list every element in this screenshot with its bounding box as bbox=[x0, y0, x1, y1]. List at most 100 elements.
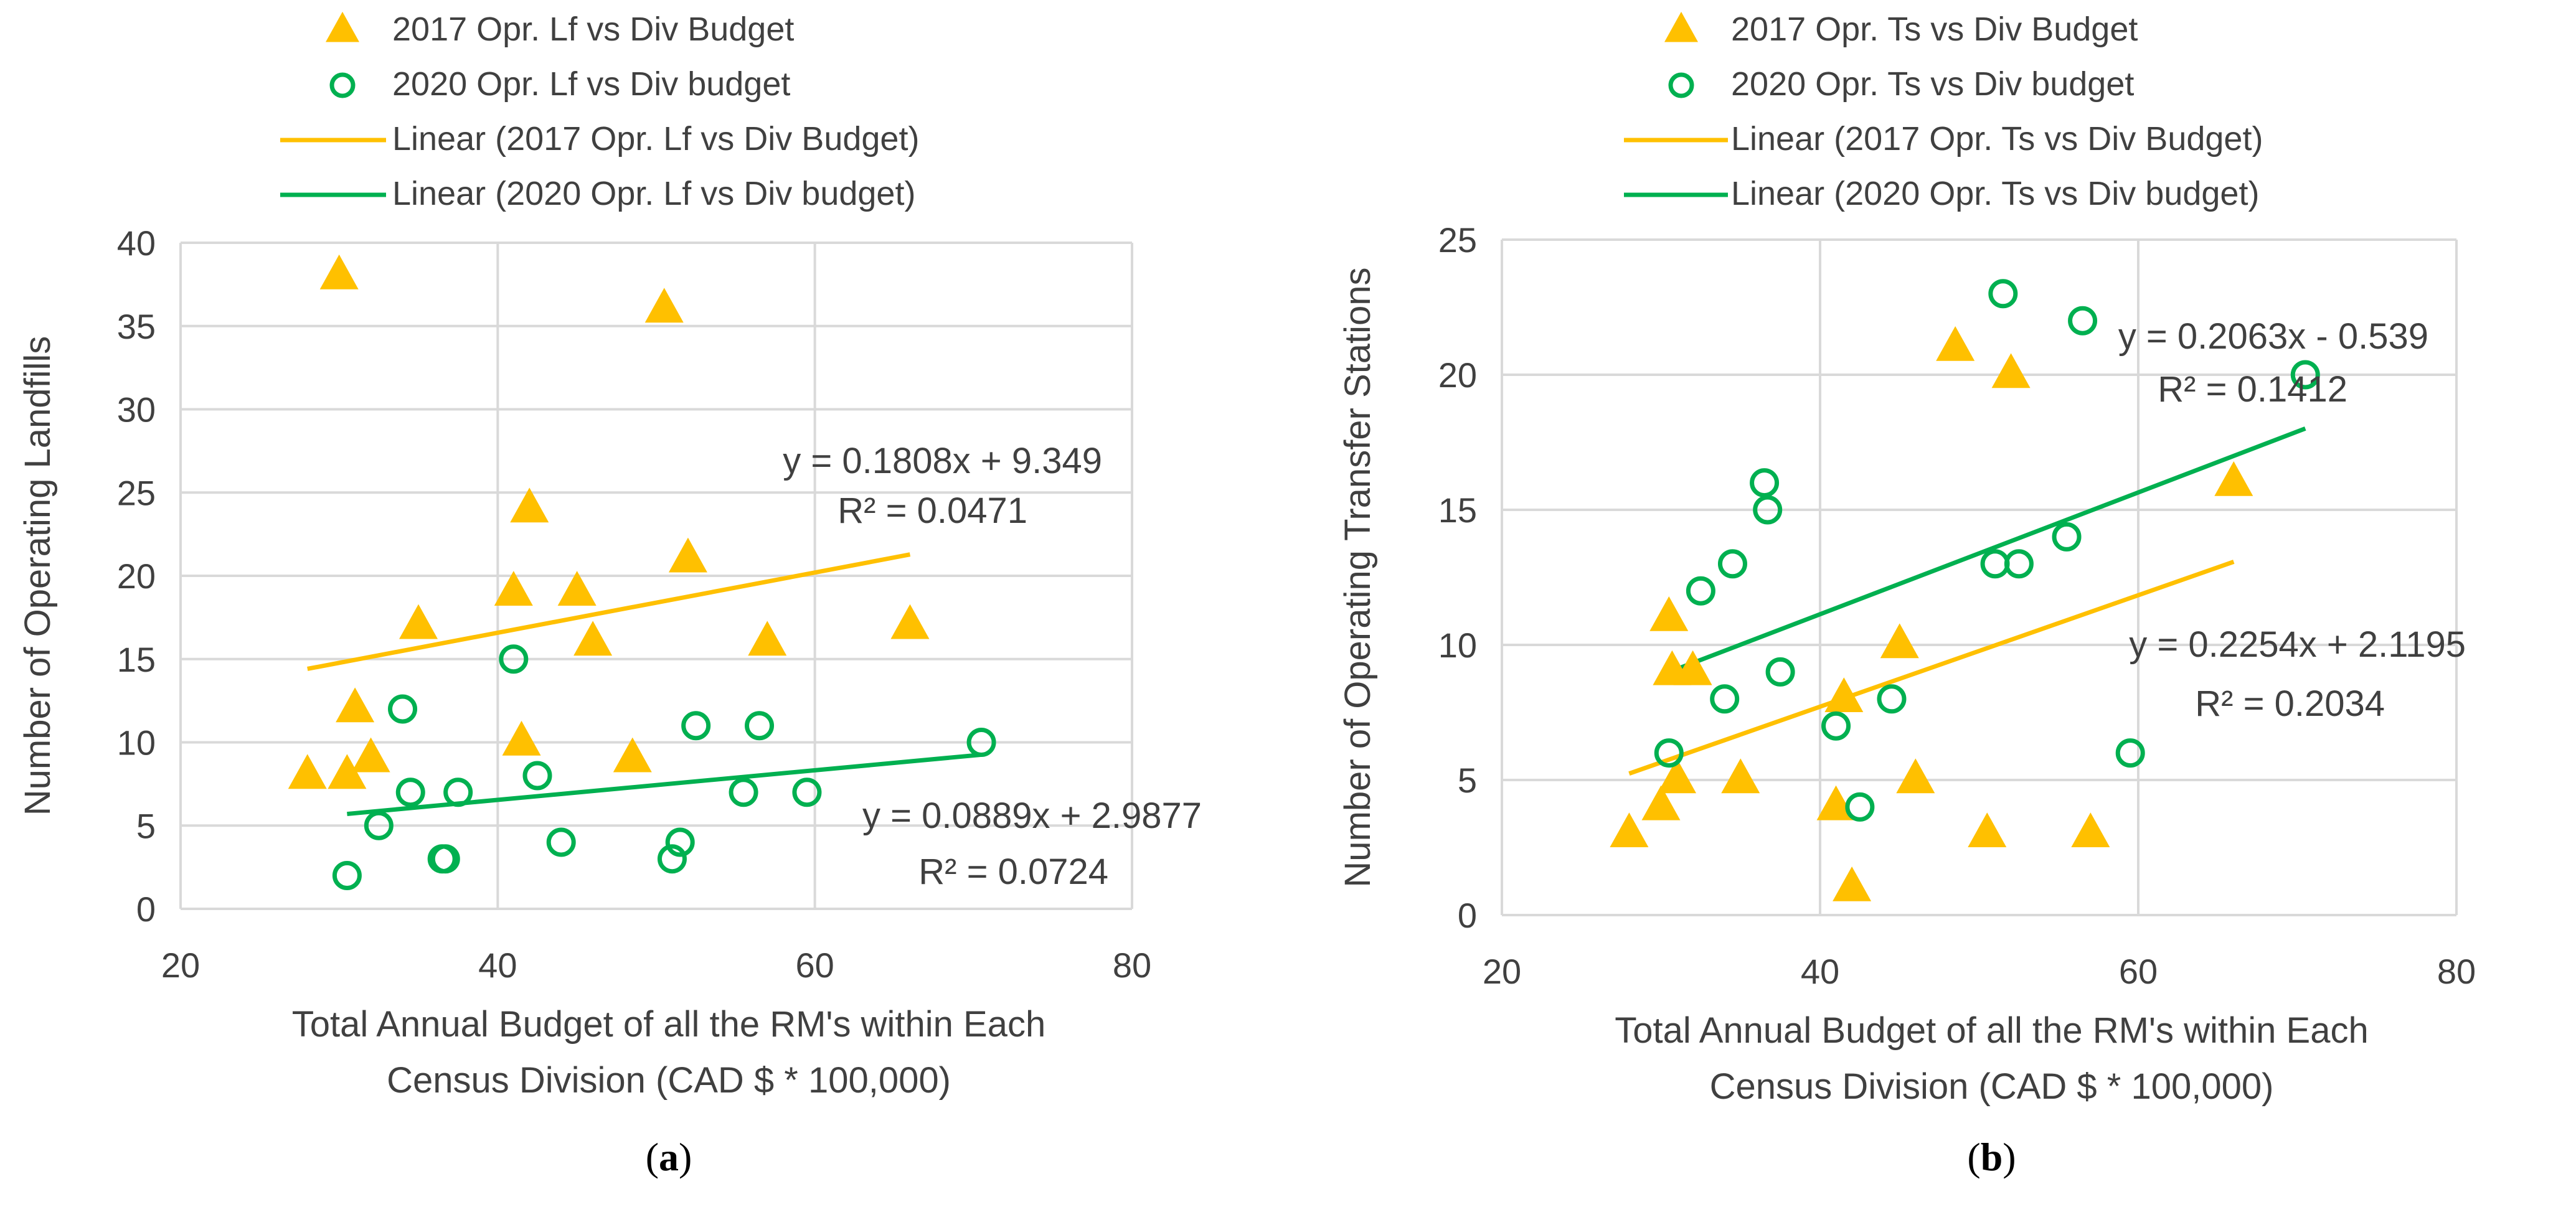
legend-marker-circle bbox=[1668, 72, 1694, 98]
x-tick-label: 20 bbox=[1483, 952, 1521, 991]
legend-label: 2017 Opr. Lf vs Div Budget bbox=[392, 11, 794, 48]
data-point-triangle bbox=[2214, 461, 2253, 496]
data-point-circle bbox=[1710, 684, 1740, 714]
data-point-circle bbox=[745, 711, 775, 741]
x-axis-title-line: Total Annual Budget of all the RM's with… bbox=[292, 1004, 1045, 1045]
y-axis-title: Number of Operating Transfer Stations bbox=[1338, 267, 1378, 887]
data-point-circle bbox=[2052, 522, 2082, 552]
y-tick-label: 25 bbox=[117, 473, 156, 512]
x-axis-title-line: Census Division (CAD $ * 100,000) bbox=[1710, 1066, 2274, 1107]
panel-label: (a) bbox=[646, 1135, 692, 1179]
data-point-triangle bbox=[890, 604, 930, 639]
data-point-circle bbox=[665, 827, 695, 857]
panel-b-chart: 0 5 10 15 20 25 20 40 60 80 Number of Operating Tr… bbox=[1338, 11, 2476, 1179]
data-point-circle bbox=[1765, 657, 1795, 687]
data-point-circle bbox=[657, 844, 687, 874]
data-point-triangle bbox=[328, 754, 367, 789]
data-point-circle bbox=[1654, 738, 1684, 768]
trendline-equation: y = 0.2063x - 0.539 bbox=[2118, 316, 2428, 357]
data-point-triangle bbox=[288, 754, 327, 789]
trendline bbox=[307, 552, 911, 671]
x-axis-title-line: Total Annual Budget of all the RM's with… bbox=[1615, 1010, 2368, 1051]
data-point-circle bbox=[1750, 468, 1780, 498]
data-point-triangle bbox=[1880, 623, 1919, 659]
data-point-triangle bbox=[399, 604, 438, 639]
legend-marker-triangle bbox=[1664, 11, 1698, 42]
data-point-triangle bbox=[351, 737, 390, 773]
y-tick-label: 25 bbox=[1438, 220, 1477, 260]
data-point-circle bbox=[388, 694, 418, 724]
legend-label: 2017 Opr. Ts vs Div Budget bbox=[1731, 11, 2138, 48]
y-tick-label: 5 bbox=[1458, 761, 1477, 800]
y-tick-label: 0 bbox=[136, 890, 156, 929]
data-point-triangle bbox=[1673, 650, 1712, 685]
legend-label: Linear (2020 Opr. Ts vs Div budget) bbox=[1731, 175, 2259, 212]
data-point-circle bbox=[2290, 360, 2320, 390]
data-point-circle bbox=[332, 861, 362, 890]
data-point-triangle bbox=[668, 537, 707, 573]
data-point-circle bbox=[1988, 279, 2018, 309]
data-point-triangle bbox=[573, 621, 613, 656]
x-tick-label: 80 bbox=[2437, 952, 2476, 991]
y-axis-title: Number of Operating Landfills bbox=[17, 336, 58, 816]
data-point-triangle bbox=[1936, 326, 1975, 361]
data-point-circle bbox=[499, 644, 529, 674]
legend-marker-circle bbox=[329, 72, 356, 98]
panel-a-chart: 0 5 10 15 20 25 30 35 40 20 40 60 80 Number of Operat… bbox=[17, 11, 1202, 1179]
data-point-circle bbox=[966, 728, 996, 757]
data-point-triangle bbox=[336, 687, 375, 723]
data-point-circle bbox=[443, 777, 473, 807]
data-point-triangle bbox=[1641, 785, 1681, 820]
data-point-triangle bbox=[1896, 758, 1935, 794]
data-point-triangle bbox=[510, 487, 549, 523]
data-point-circle bbox=[1753, 495, 1783, 525]
y-tick-label: 35 bbox=[117, 307, 156, 346]
data-point-triangle bbox=[644, 288, 684, 323]
data-point-circle bbox=[792, 777, 822, 807]
panel-label: (b) bbox=[1967, 1135, 2016, 1179]
data-point-circle bbox=[1845, 792, 1875, 822]
data-point-circle bbox=[681, 711, 711, 741]
data-point-circle bbox=[364, 810, 394, 840]
trendline-r2: R² = 0.2034 bbox=[2195, 684, 2385, 724]
y-tick-label: 10 bbox=[117, 723, 156, 763]
data-point-triangle bbox=[1968, 812, 2007, 848]
trendline bbox=[1668, 426, 2306, 674]
y-tick-label: 15 bbox=[117, 640, 156, 679]
data-point-circle bbox=[1717, 549, 1747, 579]
y-tick-label: 5 bbox=[136, 806, 156, 845]
legend-label: 2020 Opr. Ts vs Div budget bbox=[1731, 65, 2134, 103]
x-tick-label: 80 bbox=[1113, 946, 1151, 985]
data-point-triangle bbox=[319, 254, 359, 289]
data-point-circle bbox=[430, 844, 460, 874]
data-point-triangle bbox=[557, 571, 597, 606]
x-axis-title-line: Census Division (CAD $ * 100,000) bbox=[387, 1060, 951, 1101]
data-point-triangle bbox=[2071, 812, 2110, 848]
data-point-triangle bbox=[613, 737, 652, 773]
trendline-equation: y = 0.2254x + 2.1195 bbox=[2129, 624, 2466, 665]
data-point-triangle bbox=[1658, 758, 1697, 794]
trendline-r2: R² = 0.0724 bbox=[918, 852, 1108, 892]
data-point-circle bbox=[1980, 549, 2010, 579]
data-point-circle bbox=[546, 827, 576, 857]
trendline-r2: R² = 0.1412 bbox=[2158, 369, 2347, 410]
y-tick-label: 20 bbox=[1438, 355, 1477, 395]
x-tick-label: 60 bbox=[2119, 952, 2158, 991]
data-point-circle bbox=[2115, 738, 2145, 768]
trendline bbox=[1628, 560, 2235, 776]
data-point-circle bbox=[729, 777, 758, 807]
data-point-triangle bbox=[748, 621, 787, 656]
x-tick-label: 40 bbox=[1801, 952, 1839, 991]
legend-label: 2020 Opr. Lf vs Div budget bbox=[392, 65, 790, 103]
legend-label: Linear (2017 Opr. Lf vs Div Budget) bbox=[392, 120, 919, 157]
x-tick-label: 40 bbox=[478, 946, 517, 985]
y-tick-label: 0 bbox=[1458, 896, 1477, 935]
y-tick-label: 15 bbox=[1438, 491, 1477, 530]
data-point-triangle bbox=[1649, 596, 1689, 631]
legend-label: Linear (2020 Opr. Lf vs Div budget) bbox=[392, 175, 915, 212]
data-point-triangle bbox=[1833, 867, 1872, 901]
data-point-triangle bbox=[502, 720, 541, 756]
data-point-circle bbox=[1821, 711, 1851, 741]
data-point-triangle bbox=[1610, 812, 1649, 848]
